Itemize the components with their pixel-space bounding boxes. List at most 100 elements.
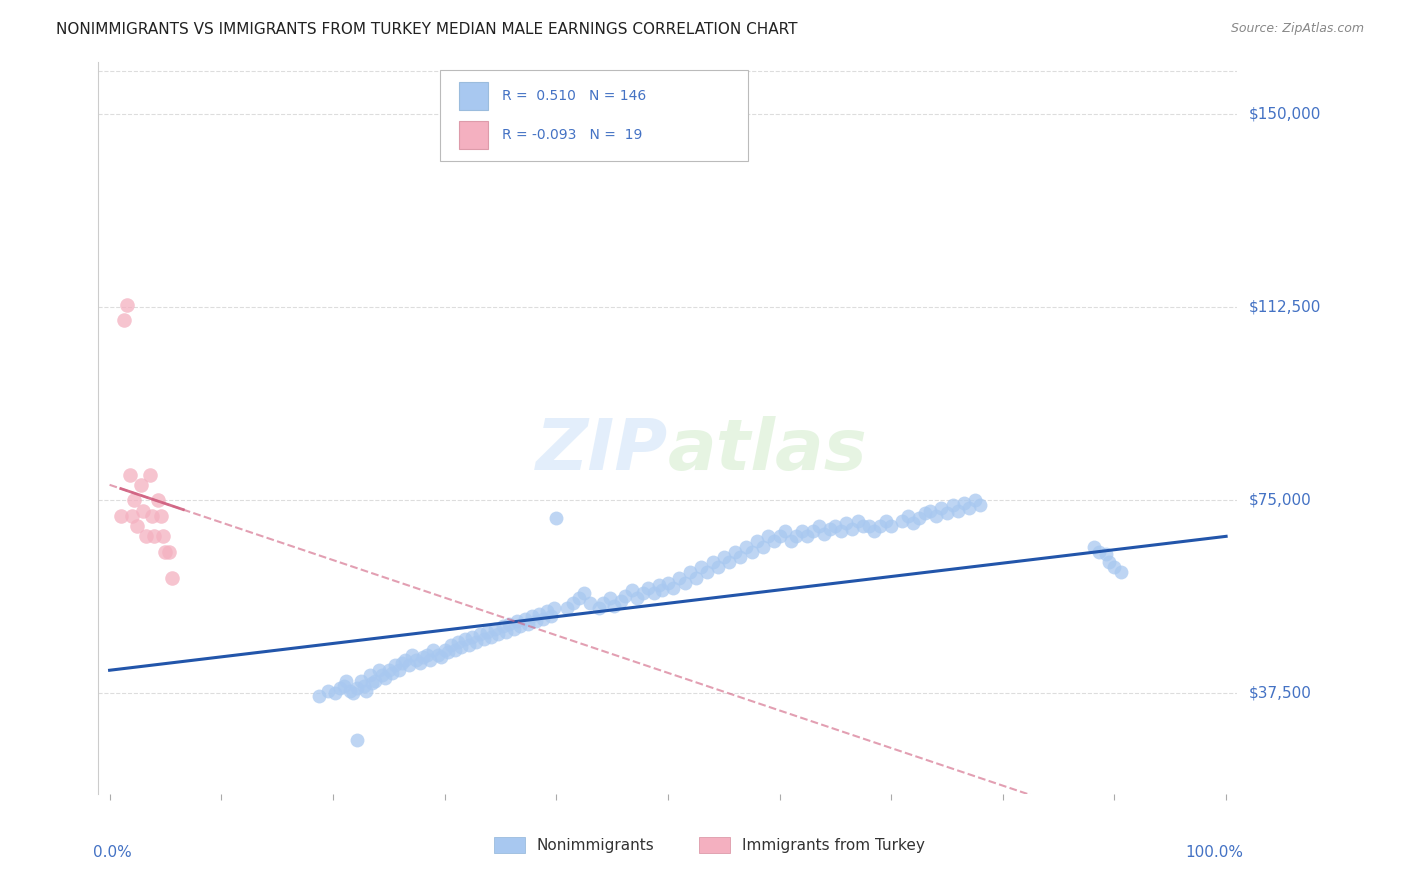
Point: [741, 545, 763, 559]
Point: [818, 522, 841, 536]
Point: [117, 297, 139, 311]
Point: [394, 653, 416, 667]
Point: [453, 632, 475, 647]
Point: [517, 616, 540, 631]
Point: [513, 612, 536, 626]
Point: [495, 624, 517, 639]
Point: [398, 658, 420, 673]
Point: [122, 493, 145, 508]
Point: [335, 673, 357, 688]
Point: [735, 540, 758, 554]
Point: [869, 519, 891, 533]
Point: [931, 501, 953, 516]
Point: [461, 630, 484, 644]
Point: [152, 529, 174, 543]
Point: [450, 640, 472, 654]
Point: [790, 524, 813, 538]
Point: [592, 596, 614, 610]
FancyBboxPatch shape: [460, 121, 488, 149]
Point: [486, 627, 509, 641]
Point: [498, 616, 520, 631]
Text: $75,000: $75,000: [1249, 492, 1312, 508]
Point: [702, 555, 724, 569]
Point: [633, 586, 655, 600]
Point: [506, 615, 529, 629]
Text: NONIMMIGRANTS VS IMMIGRANTS FROM TURKEY MEDIAN MALE EARNINGS CORRELATION CHART: NONIMMIGRANTS VS IMMIGRANTS FROM TURKEY …: [56, 22, 797, 37]
Point: [779, 534, 801, 549]
Point: [751, 540, 773, 554]
Point: [110, 508, 132, 523]
Point: [880, 519, 903, 533]
Point: [141, 508, 163, 523]
Point: [643, 586, 665, 600]
Point: [707, 560, 730, 574]
Point: [520, 609, 543, 624]
Point: [852, 519, 875, 533]
Point: [472, 632, 495, 647]
Point: [858, 519, 880, 533]
Point: [1088, 545, 1111, 559]
Point: [637, 581, 659, 595]
Point: [599, 591, 621, 606]
Point: [481, 630, 503, 644]
Text: 0.0%: 0.0%: [93, 845, 132, 860]
Point: [875, 514, 897, 528]
Text: Nonimmigrants: Nonimmigrants: [537, 838, 655, 853]
Point: [891, 514, 914, 528]
Point: [127, 519, 149, 533]
Point: [371, 668, 394, 682]
Point: [361, 676, 384, 690]
Point: [557, 601, 579, 615]
Point: [762, 534, 785, 549]
Point: [155, 545, 177, 559]
Point: [121, 508, 143, 523]
Point: [388, 663, 411, 677]
Point: [807, 519, 830, 533]
Point: [614, 589, 637, 603]
FancyBboxPatch shape: [440, 70, 748, 161]
Point: [588, 601, 610, 615]
Point: [384, 658, 406, 673]
Point: [350, 673, 373, 688]
Point: [422, 642, 444, 657]
Point: [718, 555, 741, 569]
Point: [149, 508, 172, 523]
Point: [578, 596, 600, 610]
Point: [129, 478, 152, 492]
Point: [747, 534, 769, 549]
Point: [1098, 555, 1121, 569]
Point: [946, 503, 969, 517]
Point: [796, 529, 818, 543]
Point: [377, 663, 399, 677]
Point: [146, 493, 169, 508]
Point: [1083, 540, 1105, 554]
Point: [756, 529, 779, 543]
Point: [412, 650, 434, 665]
Point: [529, 607, 551, 621]
Point: [401, 648, 423, 662]
Point: [668, 570, 690, 584]
Point: [426, 648, 449, 662]
Point: [464, 635, 486, 649]
Point: [374, 671, 396, 685]
Point: [1104, 560, 1126, 574]
Point: [118, 467, 141, 482]
Point: [364, 673, 387, 688]
Point: [662, 581, 685, 595]
Point: [925, 508, 948, 523]
Point: [367, 663, 389, 677]
Point: [648, 578, 671, 592]
Point: [561, 596, 585, 610]
Point: [405, 653, 427, 667]
Point: [139, 467, 162, 482]
Point: [353, 679, 375, 693]
Point: [908, 511, 931, 525]
Point: [957, 501, 980, 516]
Point: [897, 508, 920, 523]
Point: [942, 499, 965, 513]
Point: [914, 506, 936, 520]
Point: [651, 583, 673, 598]
Point: [963, 493, 986, 508]
Point: [841, 522, 863, 536]
Point: [690, 560, 713, 574]
